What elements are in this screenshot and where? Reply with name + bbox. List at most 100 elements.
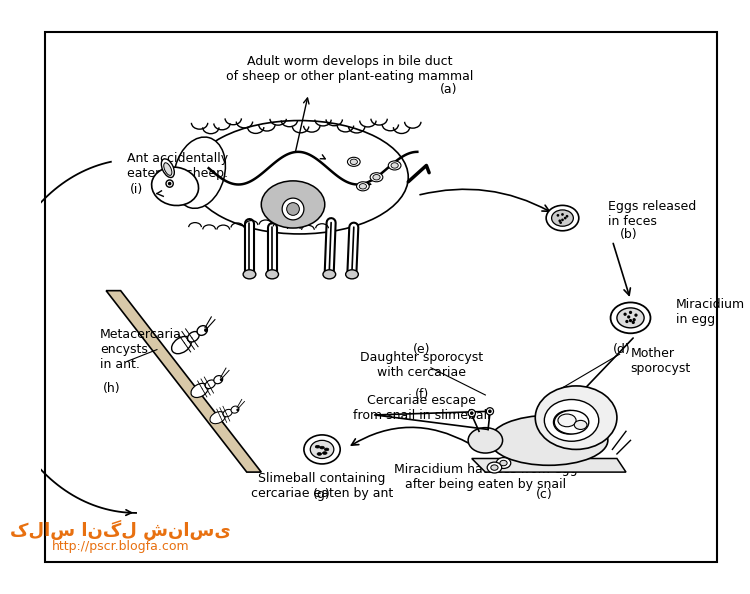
Circle shape (627, 315, 630, 318)
Ellipse shape (310, 440, 334, 459)
Circle shape (204, 328, 208, 332)
Text: (a): (a) (440, 83, 458, 96)
Ellipse shape (174, 137, 226, 208)
Ellipse shape (320, 446, 324, 449)
Circle shape (286, 203, 299, 216)
Text: (b): (b) (620, 228, 638, 241)
Text: (f): (f) (415, 388, 429, 402)
Ellipse shape (617, 308, 644, 328)
Ellipse shape (223, 409, 232, 417)
Circle shape (468, 409, 476, 417)
Circle shape (560, 221, 562, 224)
Text: (c): (c) (536, 488, 553, 501)
Circle shape (561, 213, 564, 216)
Ellipse shape (164, 163, 172, 175)
Ellipse shape (370, 173, 382, 182)
Circle shape (556, 214, 560, 217)
Text: (e): (e) (413, 343, 430, 356)
Ellipse shape (536, 386, 617, 450)
Ellipse shape (546, 206, 579, 231)
Ellipse shape (490, 415, 608, 465)
Ellipse shape (560, 419, 574, 429)
Ellipse shape (243, 270, 256, 279)
Ellipse shape (610, 302, 650, 333)
Ellipse shape (304, 435, 340, 464)
Circle shape (168, 182, 172, 185)
Ellipse shape (322, 451, 327, 454)
Circle shape (470, 411, 473, 415)
Ellipse shape (324, 448, 328, 451)
Circle shape (282, 198, 304, 220)
Circle shape (561, 219, 564, 221)
Ellipse shape (206, 380, 215, 388)
Circle shape (629, 311, 632, 314)
Ellipse shape (551, 210, 573, 226)
Ellipse shape (315, 446, 320, 448)
Ellipse shape (391, 163, 398, 168)
Ellipse shape (488, 462, 502, 473)
Ellipse shape (359, 184, 367, 189)
Ellipse shape (190, 121, 408, 234)
Text: Mother
sporocyst: Mother sporocyst (631, 347, 691, 375)
Ellipse shape (388, 161, 401, 170)
Circle shape (488, 409, 492, 413)
Text: Daughter sporocyst
with cercariae: Daughter sporocyst with cercariae (360, 351, 484, 379)
Ellipse shape (214, 375, 223, 384)
Ellipse shape (350, 159, 358, 165)
Text: Metacercaria
encysts
in ant.: Metacercaria encysts in ant. (100, 328, 182, 371)
Ellipse shape (161, 159, 174, 178)
Circle shape (564, 217, 566, 219)
Ellipse shape (197, 326, 208, 336)
Text: Eggs released
in feces: Eggs released in feces (608, 200, 696, 228)
Ellipse shape (172, 336, 191, 353)
Ellipse shape (261, 181, 325, 228)
Ellipse shape (152, 167, 199, 206)
Ellipse shape (500, 460, 507, 466)
Text: (h): (h) (103, 382, 120, 395)
Ellipse shape (544, 400, 598, 441)
Circle shape (566, 215, 568, 217)
Ellipse shape (317, 453, 322, 456)
Ellipse shape (323, 270, 336, 279)
Text: Miracidium
in egg: Miracidium in egg (676, 298, 745, 326)
Circle shape (236, 409, 239, 411)
Circle shape (626, 320, 628, 323)
Circle shape (559, 219, 561, 222)
Ellipse shape (496, 457, 511, 469)
Polygon shape (106, 290, 261, 472)
Ellipse shape (554, 410, 584, 434)
Text: http://pscr.blogfa.com: http://pscr.blogfa.com (52, 540, 190, 553)
Circle shape (629, 319, 632, 322)
Ellipse shape (490, 465, 498, 470)
Ellipse shape (266, 270, 278, 279)
Circle shape (166, 180, 173, 187)
Text: Miracidium hatches from egg
after being eaten by snail: Miracidium hatches from egg after being … (394, 463, 578, 491)
Ellipse shape (558, 414, 576, 426)
Ellipse shape (231, 406, 239, 413)
Circle shape (632, 318, 636, 321)
Circle shape (634, 314, 638, 317)
Ellipse shape (191, 383, 208, 397)
Circle shape (220, 378, 223, 381)
Text: Cercariae escape
from snail in slimeball: Cercariae escape from snail in slimeball (353, 394, 490, 422)
Ellipse shape (554, 410, 589, 434)
Text: (i): (i) (130, 182, 142, 195)
Text: (g): (g) (314, 488, 331, 501)
Ellipse shape (373, 175, 380, 180)
Circle shape (623, 312, 627, 316)
Ellipse shape (188, 331, 200, 342)
Circle shape (486, 407, 494, 415)
Ellipse shape (210, 412, 226, 424)
Text: (d): (d) (613, 343, 630, 356)
Text: Slimeball containing
cercariae eaten by ant: Slimeball containing cercariae eaten by … (251, 472, 393, 500)
Text: کلاس انگل شناسی: کلاس انگل شناسی (10, 520, 231, 540)
Ellipse shape (574, 421, 587, 429)
Ellipse shape (347, 157, 360, 166)
Circle shape (632, 321, 635, 324)
Polygon shape (472, 459, 626, 472)
Ellipse shape (468, 428, 502, 453)
Text: Ant accidentally
eaten by sheep.: Ant accidentally eaten by sheep. (127, 152, 228, 181)
Ellipse shape (356, 182, 369, 191)
Text: Adult worm develops in bile duct
of sheep or other plant-eating mammal: Adult worm develops in bile duct of shee… (226, 55, 473, 83)
Ellipse shape (346, 270, 358, 279)
